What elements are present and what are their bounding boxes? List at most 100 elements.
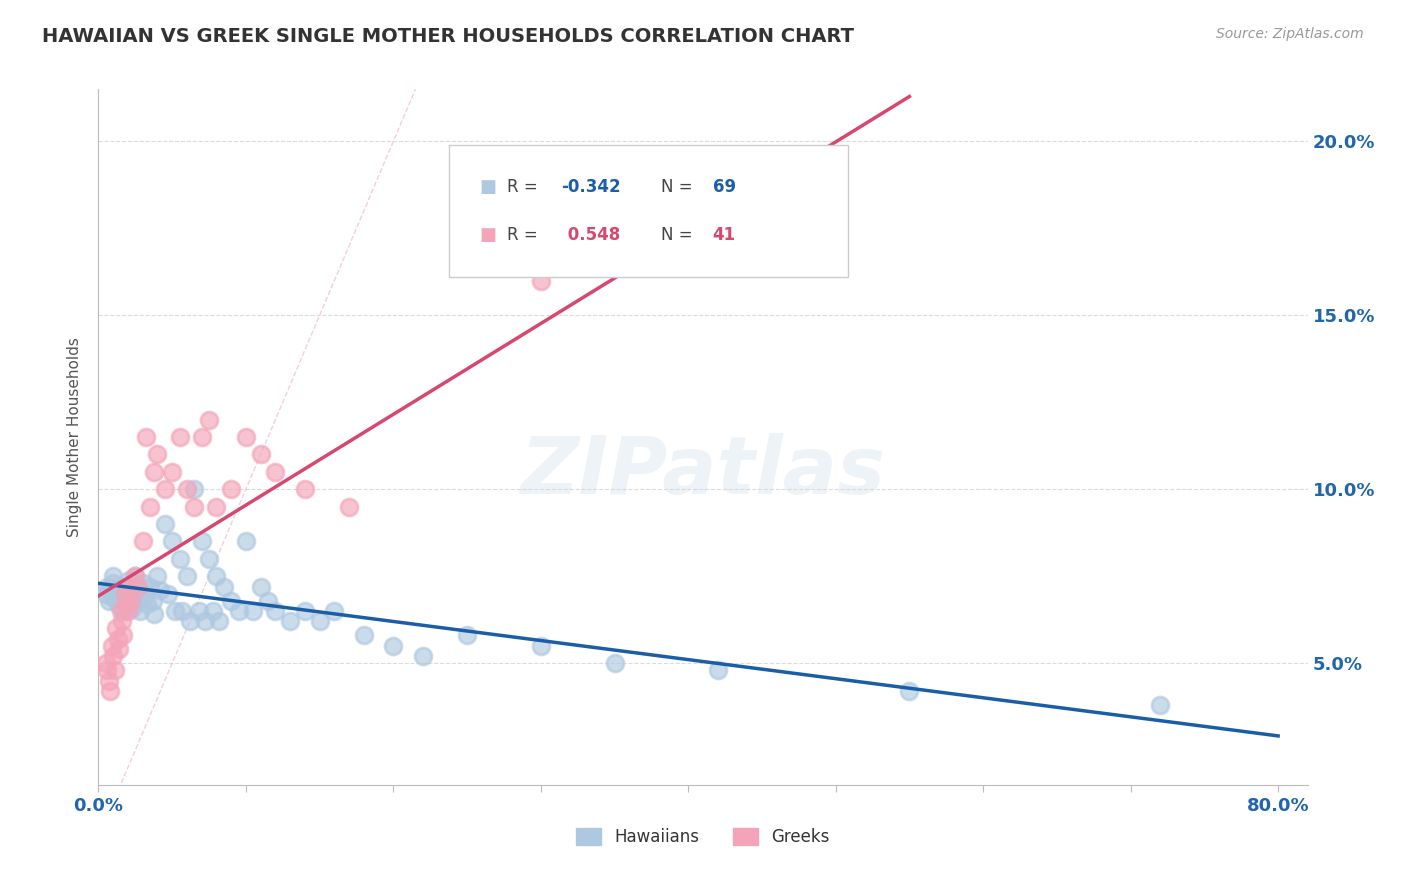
Point [107,597,129,611]
Point [131,534,153,549]
Text: -0.342: -0.342 [561,178,621,195]
Point [183,500,205,514]
Point [118,573,141,587]
Point [115,597,138,611]
Point [136,597,159,611]
Point [108,642,131,657]
Point [249,447,271,462]
Point [294,604,316,618]
Text: N =: N = [661,178,697,195]
Point [96,580,118,594]
Point [117,593,139,607]
Point [198,412,221,426]
Point [96,663,118,677]
Point [205,569,228,583]
Text: ■: ■ [479,227,496,244]
Point [110,604,132,618]
Point [149,583,172,598]
Point [264,604,287,618]
Point [160,534,183,549]
Legend: Hawaiians, Greeks: Hawaiians, Greeks [569,822,837,853]
Point [179,615,201,629]
Point [111,593,134,607]
Point [100,639,122,653]
Point [142,593,165,607]
Point [101,583,124,598]
Point [530,273,553,287]
Text: ZIPatlas: ZIPatlas [520,433,886,511]
Point [153,516,176,531]
Point [104,663,127,677]
Point [205,500,228,514]
Point [110,580,132,594]
Text: ■: ■ [479,178,496,195]
Point [134,590,156,604]
Point [124,569,146,583]
Text: 69: 69 [713,178,735,195]
Point [105,621,128,635]
Point [228,604,250,618]
Point [172,604,194,618]
Point [156,587,179,601]
Point [111,615,134,629]
Point [117,580,139,594]
Point [456,628,478,642]
Point [97,593,120,607]
Point [139,500,162,514]
Point [105,590,128,604]
Point [165,604,187,618]
Text: R =: R = [508,227,543,244]
Point [190,430,212,444]
Point [530,639,553,653]
Point [190,534,212,549]
Point [100,590,122,604]
Point [127,580,149,594]
Point [120,593,142,607]
Text: N =: N = [661,227,697,244]
Point [98,684,121,698]
Point [94,657,117,671]
Point [146,447,169,462]
Point [131,576,153,591]
Point [98,583,121,598]
Point [706,663,728,677]
Point [208,615,231,629]
Point [219,482,242,496]
Point [118,580,141,594]
Point [101,649,124,664]
Point [308,615,330,629]
Text: 0.548: 0.548 [561,227,620,244]
Point [101,576,124,591]
Point [117,604,139,618]
Point [337,500,360,514]
Y-axis label: Single Mother Households: Single Mother Households [67,337,83,537]
Point [202,604,225,618]
Point [242,604,264,618]
Point [143,607,166,622]
Point [107,632,129,646]
Point [382,639,405,653]
Point [187,604,209,618]
Point [176,482,198,496]
Point [169,430,191,444]
Point [143,465,166,479]
Point [412,649,434,664]
Point [153,482,176,496]
Point [198,551,221,566]
Point [124,569,146,583]
Point [235,534,257,549]
Point [115,600,138,615]
Point [127,593,149,607]
Point [112,628,135,642]
Point [898,684,921,698]
Point [219,593,242,607]
Point [146,569,169,583]
Text: R =: R = [508,178,543,195]
Point [212,580,235,594]
FancyBboxPatch shape [449,145,848,277]
Point [114,587,136,601]
Point [101,569,124,583]
Point [264,465,287,479]
Point [194,615,217,629]
Point [139,580,162,594]
